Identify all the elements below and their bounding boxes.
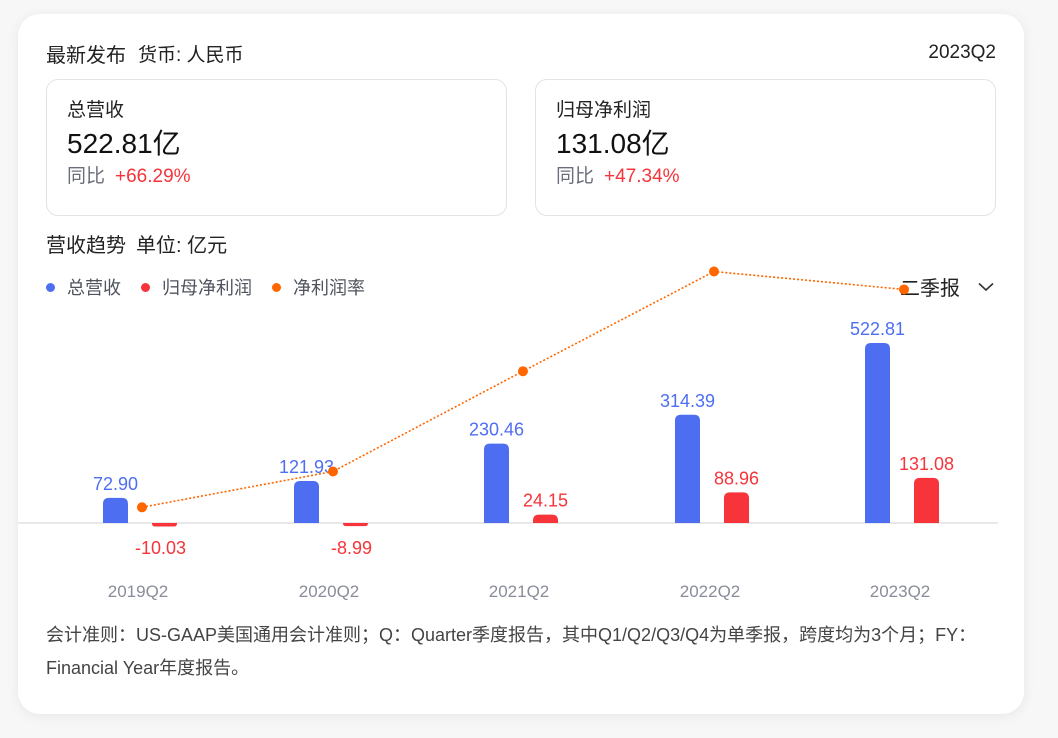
kpi-label: 归母净利润 (556, 100, 652, 121)
net-margin-line (141, 270, 905, 509)
revenue-bar[interactable] (675, 414, 700, 523)
chart-legend: 总营收 归母净利润 净利润率 (46, 274, 385, 300)
header: 最新发布 货币: 人民币 2023Q2 (46, 38, 996, 68)
kpi-card-net-profit: 归母净利润 131.08亿 同比 +47.34% (535, 79, 996, 216)
x-axis-label: 2021Q2 (489, 582, 550, 601)
revenue-bar-label: 121.93 (279, 457, 334, 477)
section-title: 最新发布 (46, 44, 126, 67)
dropdown-value: 二季报 (900, 278, 960, 300)
revenue-bar-label: 230.46 (469, 420, 524, 440)
legend-item-revenue[interactable]: 总营收 (46, 274, 121, 300)
legend-dot-icon (272, 282, 281, 292)
x-axis-label: 2019Q2 (108, 582, 169, 601)
profit-bar[interactable] (533, 514, 558, 523)
profit-bar-label: -8.99 (331, 538, 372, 558)
x-axis-label: 2023Q2 (870, 582, 931, 601)
revenue-bar-label: 522.81 (850, 319, 905, 339)
legend-dot-icon (141, 282, 150, 292)
x-axis-label: 2022Q2 (680, 582, 741, 601)
profit-bar-label: 24.15 (523, 491, 568, 511)
net-margin-point[interactable] (709, 266, 719, 277)
legend-label: 总营收 (67, 278, 121, 298)
legend-item-net-profit[interactable]: 归母净利润 (141, 274, 252, 300)
x-axis-label: 2020Q2 (299, 582, 360, 601)
yoy-value: +66.29% (115, 166, 191, 187)
revenue-bar-label: 314.39 (660, 391, 715, 411)
profit-bar[interactable] (152, 523, 177, 527)
profit-bar-label: 88.96 (714, 468, 759, 488)
profit-bar[interactable] (914, 477, 939, 523)
kpi-value: 131.08亿 (556, 128, 670, 159)
revenue-bar[interactable] (865, 343, 890, 523)
revenue-bar-label: 72.90 (93, 474, 138, 494)
revenue-bar[interactable] (484, 443, 509, 523)
financial-summary-card: 最新发布 货币: 人民币 2023Q2 总营收 522.81亿 同比 +66.29… (18, 14, 1024, 714)
profit-bar-label: 131.08 (899, 454, 954, 474)
profit-bar[interactable] (724, 492, 749, 523)
net-margin-point[interactable] (328, 466, 338, 477)
kpi-value: 522.81亿 (67, 128, 181, 159)
trend-title: 营收趋势 单位: 亿元 (46, 229, 227, 258)
yoy-value: +47.34% (604, 166, 680, 187)
kpi-yoy: 同比 +66.29% (67, 164, 486, 190)
net-margin-point[interactable] (137, 502, 147, 513)
report-period: 2023Q2 (928, 42, 996, 63)
accounting-footnote: 会计准则：US-GAAP美国通用会计准则；Q：Quarter季度报告，其中Q1/… (46, 625, 977, 678)
yoy-label: 同比 (556, 166, 595, 187)
trend-title-text: 营收趋势 (46, 235, 126, 257)
net-margin-point[interactable] (518, 366, 528, 377)
revenue-bar[interactable] (294, 481, 319, 523)
chevron-down-icon (978, 282, 994, 291)
legend-item-net-margin[interactable]: 净利润率 (272, 274, 365, 300)
unit-label: 单位: 亿元 (136, 235, 228, 257)
currency-label: 货币: 人民币 (138, 44, 244, 66)
legend-label: 归母净利润 (162, 278, 252, 298)
legend-dot-icon (46, 282, 55, 292)
profit-bar[interactable] (343, 523, 368, 527)
profit-bar-label: -10.03 (135, 538, 186, 558)
kpi-yoy: 同比 +47.34% (556, 164, 975, 190)
report-type-dropdown[interactable]: 二季报 (900, 272, 994, 301)
revenue-bar[interactable] (103, 497, 128, 523)
yoy-label: 同比 (67, 166, 106, 187)
kpi-label: 总营收 (67, 100, 125, 121)
kpi-card-revenue: 总营收 522.81亿 同比 +66.29% (46, 79, 507, 216)
legend-label: 净利润率 (293, 278, 365, 298)
